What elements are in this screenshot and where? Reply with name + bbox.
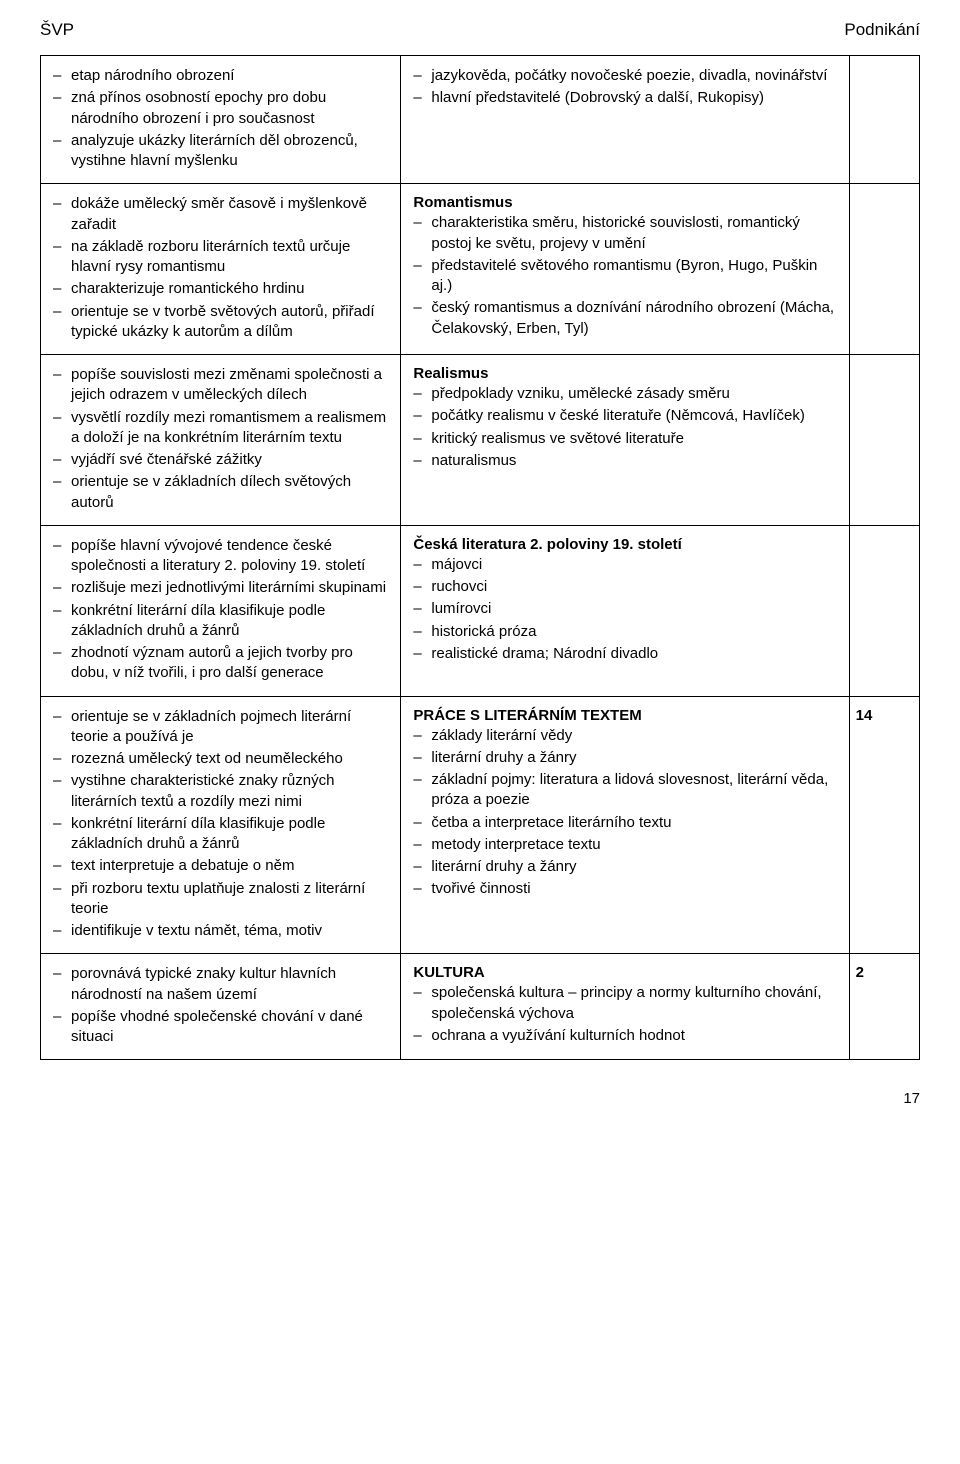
list-item: rozezná umělecký text od neuměleckého	[53, 749, 388, 769]
list-item: lumírovci	[413, 599, 836, 619]
section-title: Realismus	[413, 365, 836, 382]
hours-cell	[849, 56, 919, 184]
list-item: popíše vhodné společenské chování v dané…	[53, 1007, 388, 1048]
list-item: při rozboru textu uplatňuje znalosti z l…	[53, 879, 388, 920]
table-row: etap národního obrozenízná přínos osobno…	[41, 56, 920, 184]
table-row: popíše hlavní vývojové tendence české sp…	[41, 525, 920, 696]
outcomes-cell: dokáže umělecký směr časově i myšlenkově…	[41, 184, 401, 355]
content-cell: Realismus předpoklady vzniku, umělecké zá…	[401, 355, 849, 526]
table-row: popíše souvislosti mezi změnami společno…	[41, 355, 920, 526]
list-item: etap národního obrození	[53, 66, 388, 86]
list-item: charakterizuje romantického hrdinu	[53, 279, 388, 299]
list-item: orientuje se v základních dílech světový…	[53, 472, 388, 513]
list-item: májovci	[413, 555, 836, 575]
list-item: orientuje se v tvorbě světových autorů, …	[53, 302, 388, 343]
section-title: PRÁCE S LITERÁRNÍM TEXTEM	[413, 707, 836, 724]
list-item: hlavní představitelé (Dobrovský a další,…	[413, 88, 836, 108]
list-item: vysvětlí rozdíly mezi romantismem a real…	[53, 408, 388, 449]
list-item: konkrétní literární díla klasifikuje pod…	[53, 814, 388, 855]
list-item: předpoklady vzniku, umělecké zásady směr…	[413, 384, 836, 404]
list-item: popíše hlavní vývojové tendence české sp…	[53, 536, 388, 577]
outcomes-cell: popíše hlavní vývojové tendence české sp…	[41, 525, 401, 696]
list-item: kritický realismus ve světové literatuře	[413, 429, 836, 449]
curriculum-table: etap národního obrozenízná přínos osobno…	[40, 55, 920, 1060]
list-item: počátky realismu v české literatuře (Něm…	[413, 406, 836, 426]
list-item: ruchovci	[413, 577, 836, 597]
table-row: dokáže umělecký směr časově i myšlenkově…	[41, 184, 920, 355]
content-cell: KULTURA společenská kultura – principy a …	[401, 954, 849, 1060]
list-item: orientuje se v základních pojmech literá…	[53, 707, 388, 748]
list-item: rozlišuje mezi jednotlivými literárními …	[53, 578, 388, 598]
header-right: Podnikání	[844, 20, 920, 40]
list-item: konkrétní literární díla klasifikuje pod…	[53, 601, 388, 642]
outcomes-cell: porovnává typické znaky kultur hlavních …	[41, 954, 401, 1060]
list-item: porovnává typické znaky kultur hlavních …	[53, 964, 388, 1005]
list-item: vyjádří své čtenářské zážitky	[53, 450, 388, 470]
hours-cell: 14	[849, 696, 919, 954]
list-item: popíše souvislosti mezi změnami společno…	[53, 365, 388, 406]
list-item: základy literární vědy	[413, 726, 836, 746]
list-item: vystihne charakteristické znaky různých …	[53, 771, 388, 812]
section-title: KULTURA	[413, 964, 836, 981]
content-cell: Česká literatura 2. poloviny 19. století…	[401, 525, 849, 696]
outcomes-cell: orientuje se v základních pojmech literá…	[41, 696, 401, 954]
hours-cell	[849, 525, 919, 696]
list-item: dokáže umělecký směr časově i myšlenkově…	[53, 194, 388, 235]
list-item: společenská kultura – principy a normy k…	[413, 983, 836, 1024]
list-item: tvořivé činnosti	[413, 879, 836, 899]
outcomes-cell: etap národního obrozenízná přínos osobno…	[41, 56, 401, 184]
list-item: analyzuje ukázky literárních děl obrozen…	[53, 131, 388, 172]
list-item: text interpretuje a debatuje o něm	[53, 856, 388, 876]
hours-cell: 2	[849, 954, 919, 1060]
list-item: realistické drama; Národní divadlo	[413, 644, 836, 664]
list-item: na základě rozboru literárních textů urč…	[53, 237, 388, 278]
list-item: identifikuje v textu námět, téma, motiv	[53, 921, 388, 941]
list-item: literární druhy a žánry	[413, 748, 836, 768]
page-number: 17	[40, 1090, 920, 1107]
hours-cell	[849, 184, 919, 355]
content-cell: jazykověda, počátky novočeské poezie, di…	[401, 56, 849, 184]
table-row: orientuje se v základních pojmech literá…	[41, 696, 920, 954]
section-title: Romantismus	[413, 194, 836, 211]
list-item: zná přínos osobností epochy pro dobu nár…	[53, 88, 388, 129]
list-item: charakteristika směru, historické souvis…	[413, 213, 836, 254]
list-item: naturalismus	[413, 451, 836, 471]
list-item: historická próza	[413, 622, 836, 642]
outcomes-cell: popíše souvislosti mezi změnami společno…	[41, 355, 401, 526]
list-item: představitelé světového romantismu (Byro…	[413, 256, 836, 297]
list-item: metody interpretace textu	[413, 835, 836, 855]
list-item: zhodnotí význam autorů a jejich tvorby p…	[53, 643, 388, 684]
table-row: porovnává typické znaky kultur hlavních …	[41, 954, 920, 1060]
list-item: literární druhy a žánry	[413, 857, 836, 877]
list-item: ochrana a využívání kulturních hodnot	[413, 1026, 836, 1046]
page-header: ŠVP Podnikání	[40, 20, 920, 40]
list-item: jazykověda, počátky novočeské poezie, di…	[413, 66, 836, 86]
section-title: Česká literatura 2. poloviny 19. století	[413, 536, 836, 553]
list-item: četba a interpretace literárního textu	[413, 813, 836, 833]
content-cell: Romantismus charakteristika směru, histor…	[401, 184, 849, 355]
list-item: český romantismus a doznívání národního …	[413, 298, 836, 339]
header-left: ŠVP	[40, 20, 74, 40]
hours-cell	[849, 355, 919, 526]
content-cell: PRÁCE S LITERÁRNÍM TEXTEM základy literár…	[401, 696, 849, 954]
list-item: základní pojmy: literatura a lidová slov…	[413, 770, 836, 811]
